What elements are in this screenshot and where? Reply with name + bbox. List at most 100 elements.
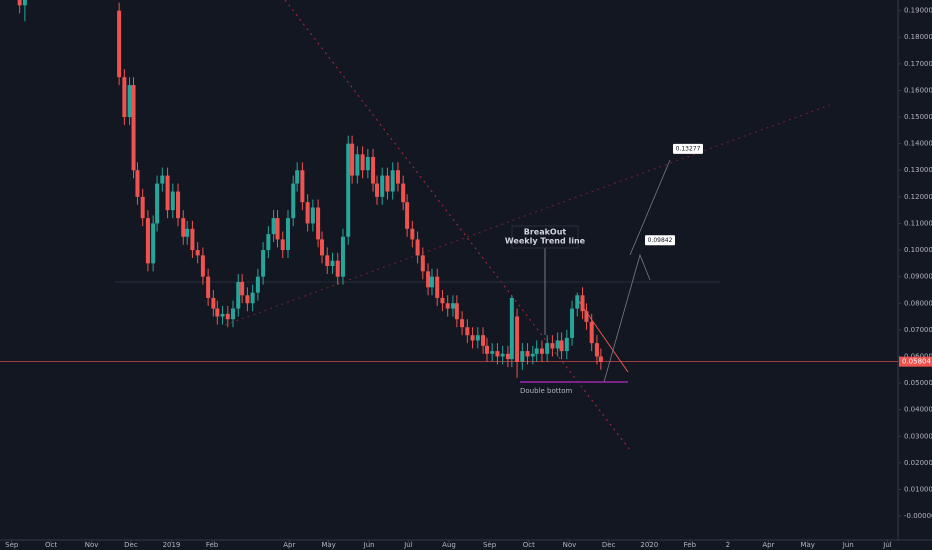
candle-body xyxy=(380,175,385,197)
candle-body xyxy=(300,170,305,203)
candle-body xyxy=(206,276,211,298)
candle-body xyxy=(127,85,132,118)
candle-body xyxy=(117,10,122,78)
candle-body xyxy=(545,343,550,354)
candle-body xyxy=(185,228,190,237)
x-tick-label: Dec xyxy=(124,541,138,549)
x-tick-label: Jul xyxy=(882,541,892,549)
candle-body xyxy=(515,316,520,362)
x-tick-label: May xyxy=(800,541,814,549)
y-tick-label: 0.18000 xyxy=(904,33,932,41)
target-label: 0.09842 xyxy=(648,237,673,244)
y-tick-label: 0.11000 xyxy=(904,219,932,227)
candle-body xyxy=(550,343,555,349)
candle-body xyxy=(598,356,603,362)
target-box xyxy=(645,235,675,246)
candle-body xyxy=(555,340,560,349)
candle-body xyxy=(481,335,486,346)
candle-body xyxy=(346,143,351,237)
candle-body xyxy=(170,191,175,211)
x-tick-label: 2020 xyxy=(640,541,658,549)
candle-body xyxy=(340,236,345,277)
candle-body xyxy=(225,313,230,320)
candle-body xyxy=(410,228,415,240)
candle-body xyxy=(490,351,495,354)
y-tick-label: 0.19000 xyxy=(904,7,932,15)
candle-body xyxy=(360,154,365,171)
candle-body xyxy=(305,202,310,224)
candle-body xyxy=(200,255,205,277)
candle-body xyxy=(280,239,285,251)
candle-body xyxy=(291,183,296,219)
x-tick-label: Jul xyxy=(403,541,413,549)
candle-body xyxy=(454,303,459,320)
y-tick-label: 0.07000 xyxy=(904,326,932,334)
candle-body xyxy=(165,175,170,211)
candle-body xyxy=(564,337,569,352)
candle-body xyxy=(151,223,156,264)
candle-body xyxy=(395,170,400,184)
candle-body xyxy=(22,0,27,6)
y-tick-label: 0.10000 xyxy=(904,246,932,254)
candle-body xyxy=(390,170,395,192)
candle-body xyxy=(245,295,250,304)
candle-body xyxy=(181,218,186,237)
candle-body xyxy=(131,85,136,171)
x-tick-label: Apr xyxy=(762,541,774,549)
candle-body xyxy=(275,218,280,240)
candle-body xyxy=(520,351,525,362)
y-tick-label: 0.03000 xyxy=(904,432,932,440)
candle-body xyxy=(559,340,564,352)
candle-body xyxy=(495,351,500,357)
projection-path xyxy=(629,159,671,256)
candle-body xyxy=(525,351,530,357)
candle-body xyxy=(176,191,181,219)
candle-body xyxy=(570,308,575,338)
candle-body xyxy=(255,276,260,293)
trend-line xyxy=(284,0,631,451)
candle-body xyxy=(190,228,195,251)
drawings xyxy=(115,0,831,451)
candle-body xyxy=(435,276,440,298)
candle-body xyxy=(310,207,315,224)
candle-body xyxy=(460,319,465,328)
marks xyxy=(17,0,603,378)
candle-body xyxy=(440,297,445,304)
x-tick-label: Sep xyxy=(5,541,19,549)
candle-body xyxy=(135,170,140,197)
candle-body xyxy=(17,0,22,6)
candle-body xyxy=(470,335,475,341)
candle-body xyxy=(580,295,585,312)
candle-body xyxy=(325,255,330,267)
candle-body xyxy=(271,218,276,235)
target-box xyxy=(673,143,703,154)
y-tick-label: 0.01000 xyxy=(904,485,932,493)
candle-body xyxy=(211,297,216,309)
x-tick-label: Oct xyxy=(523,541,535,549)
annotation: BreakOut xyxy=(524,228,567,237)
candle-body xyxy=(330,260,335,267)
candle-body xyxy=(415,239,420,256)
candle-body xyxy=(231,308,236,320)
candle-body xyxy=(420,255,425,272)
x-tick-label: Nov xyxy=(85,541,99,549)
last-price-box xyxy=(899,356,932,367)
candle-body xyxy=(385,175,390,192)
x-tick-label: May xyxy=(321,541,335,549)
x-tick-label: Dec xyxy=(602,541,616,549)
candle-body xyxy=(220,313,225,317)
y-tick-label: 0.05000 xyxy=(904,379,932,387)
candle-body xyxy=(261,250,266,277)
projection-path xyxy=(603,253,651,383)
candle-body xyxy=(295,170,300,184)
candle-body xyxy=(505,353,510,360)
candle-body xyxy=(575,295,580,309)
candle-body xyxy=(365,156,370,171)
candle-body xyxy=(236,281,241,309)
candle-body xyxy=(355,154,360,176)
x-tick-label: Feb xyxy=(684,541,697,549)
candle-body xyxy=(250,292,255,304)
x-tick-label: Jun xyxy=(842,541,854,549)
candle-body xyxy=(465,327,470,336)
